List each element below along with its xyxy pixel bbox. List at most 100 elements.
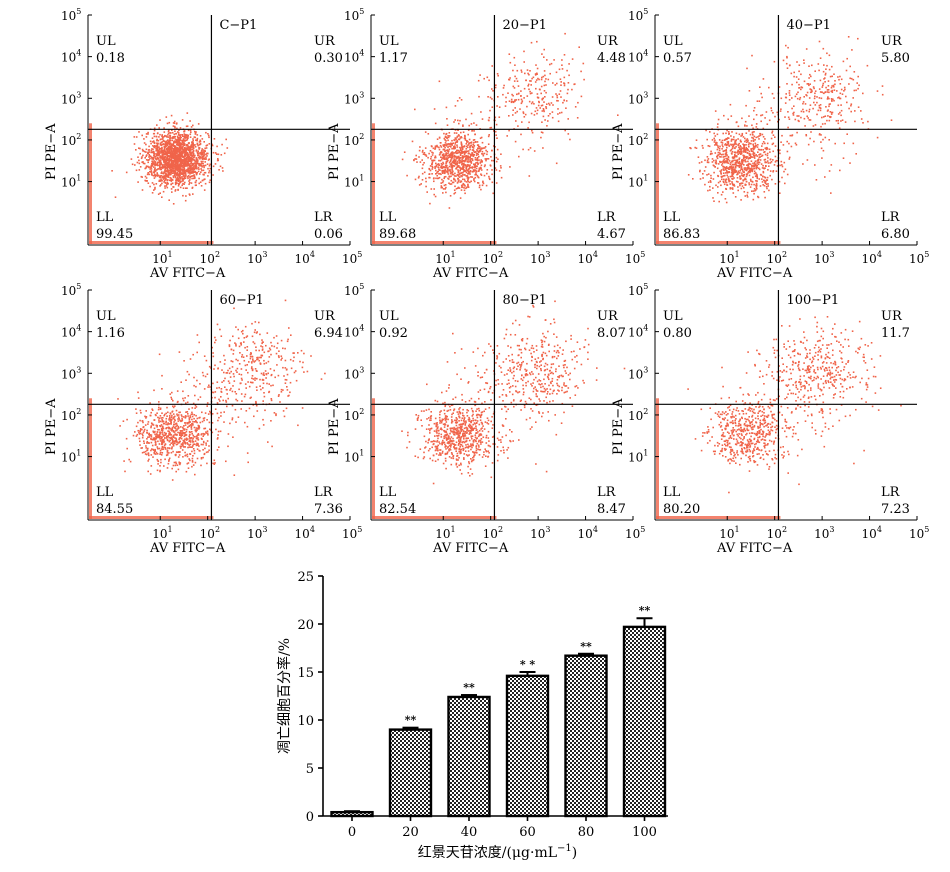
event-point [464, 185, 466, 187]
event-point [840, 109, 843, 112]
event-point [730, 166, 733, 168]
event-point [854, 120, 856, 123]
event-point [177, 144, 179, 146]
event-point [728, 166, 731, 169]
event-point [717, 192, 719, 194]
event-point [159, 185, 161, 187]
event-point [193, 421, 196, 423]
event-point [440, 146, 443, 148]
event-point [208, 143, 211, 145]
event-point [821, 116, 823, 119]
event-point [763, 176, 766, 178]
event-point [188, 171, 191, 174]
event-point [764, 179, 766, 182]
event-point [202, 158, 204, 161]
event-point [454, 159, 457, 162]
panel-title: 20−P1 [502, 18, 546, 33]
event-point [180, 172, 182, 175]
event-point [192, 443, 195, 446]
event-point [166, 166, 169, 169]
event-point [518, 155, 520, 158]
event-point [717, 174, 719, 177]
event-point [172, 156, 174, 158]
event-point [180, 426, 182, 428]
event-point [480, 167, 482, 169]
event-point [465, 186, 468, 189]
event-point [752, 176, 754, 179]
event-point [757, 148, 760, 151]
event-point [164, 151, 167, 154]
event-point [730, 175, 733, 178]
event-point [737, 138, 739, 140]
event-point [763, 167, 765, 169]
tick-exponent: 1 [76, 174, 81, 183]
event-point [779, 192, 781, 194]
event-point [153, 177, 156, 179]
event-point [204, 149, 206, 152]
event-point [780, 141, 782, 143]
event-point [463, 189, 466, 192]
event-point [182, 149, 185, 152]
event-point [195, 444, 198, 447]
event-point [436, 144, 438, 147]
event-point [793, 71, 795, 74]
event-point [170, 146, 172, 149]
event-point [182, 179, 184, 181]
event-point [163, 139, 165, 142]
event-point [214, 462, 216, 464]
event-point [460, 172, 463, 174]
event-point [810, 91, 813, 93]
event-point [467, 155, 470, 157]
event-point [718, 149, 721, 152]
event-point [839, 83, 842, 85]
event-point [726, 174, 728, 177]
event-point [451, 151, 454, 153]
event-point [177, 185, 180, 187]
event-point [762, 78, 765, 80]
event-point [522, 111, 525, 113]
event-point [751, 54, 753, 57]
event-point [723, 149, 726, 152]
event-point [152, 431, 155, 434]
event-point [761, 154, 764, 157]
event-point [480, 173, 482, 175]
event-point [192, 172, 194, 174]
event-point [744, 124, 746, 126]
event-point [187, 153, 189, 155]
event-point [161, 172, 163, 174]
event-point [151, 192, 154, 194]
event-point [200, 149, 203, 152]
event-point [453, 139, 455, 141]
event-point [191, 415, 194, 418]
event-point [813, 97, 816, 100]
event-point [568, 63, 570, 65]
event-point [193, 436, 195, 438]
event-point [197, 150, 199, 152]
event-point [418, 156, 420, 158]
event-point [195, 139, 197, 141]
event-point [167, 134, 169, 136]
x-axis-title: AV FITC−A [149, 266, 226, 281]
event-point [169, 176, 171, 179]
event-point [457, 138, 460, 141]
event-point [176, 135, 179, 138]
event-point [730, 135, 732, 137]
event-point [523, 116, 526, 118]
event-point [176, 414, 179, 417]
event-point [183, 143, 186, 145]
event-point [209, 179, 211, 181]
event-point [788, 118, 791, 120]
event-point [153, 129, 156, 132]
event-point [732, 157, 735, 160]
event-point [734, 196, 737, 198]
event-point [426, 191, 428, 193]
event-point [179, 186, 182, 189]
event-point [172, 142, 175, 144]
event-point [202, 162, 204, 165]
event-point [556, 82, 558, 85]
event-point [749, 142, 751, 145]
event-point [473, 122, 475, 124]
event-point [530, 102, 533, 105]
event-point [732, 192, 735, 194]
event-point [739, 182, 741, 185]
